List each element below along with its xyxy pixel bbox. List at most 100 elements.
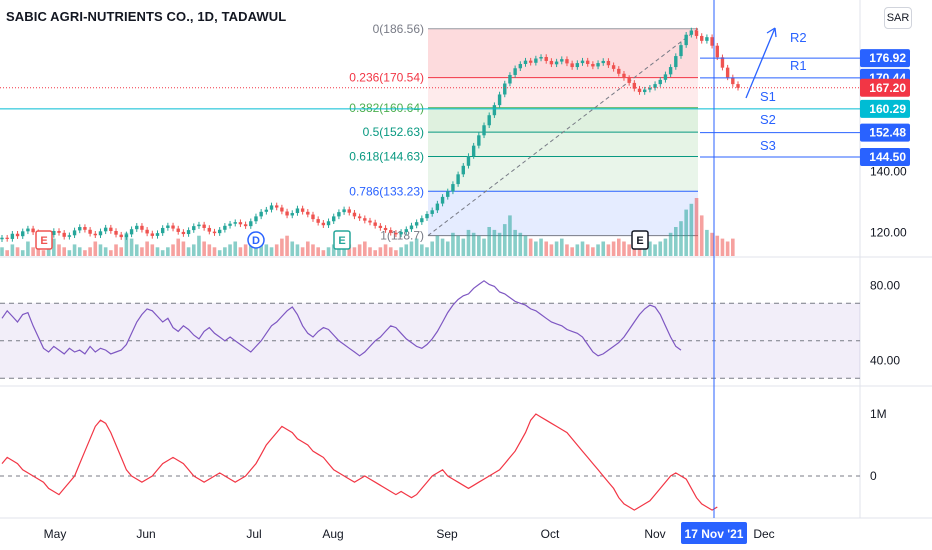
- volume-bar: [15, 247, 20, 256]
- volume-bar: [502, 224, 507, 256]
- price-badge-label: 176.92: [869, 51, 906, 65]
- volume-bar: [248, 238, 253, 256]
- candle-body: [591, 64, 595, 67]
- pivot-level-label: S2: [760, 112, 776, 127]
- volume-bar: [171, 244, 175, 256]
- volume-bar: [554, 241, 559, 256]
- candle-body: [264, 209, 269, 212]
- time-axis-tick: May: [44, 527, 67, 541]
- volume-bar: [471, 232, 476, 256]
- volume-bar: [233, 241, 238, 256]
- candle-body: [404, 229, 408, 232]
- volume-bar: [57, 244, 61, 256]
- volume-bar: [445, 241, 450, 256]
- candle-body: [311, 214, 315, 220]
- volume-bar: [114, 244, 118, 256]
- volume-bar: [544, 241, 549, 256]
- volume-bar: [715, 235, 720, 256]
- volume-bar: [658, 241, 663, 256]
- candle-body: [720, 57, 725, 68]
- price-axis-tick: 120.00: [870, 226, 907, 240]
- candle-body: [326, 221, 331, 226]
- candle-body: [10, 233, 15, 239]
- candle-body: [544, 56, 548, 61]
- volume-bar: [269, 247, 274, 256]
- candle-body: [295, 208, 300, 214]
- volume-bar: [306, 241, 310, 256]
- candle-body: [471, 145, 476, 157]
- candle-body: [539, 56, 543, 59]
- candle-body: [731, 77, 735, 85]
- volume-bar: [653, 244, 657, 256]
- volume-bar: [420, 244, 424, 256]
- candle-body: [119, 234, 123, 238]
- candle-body: [456, 174, 460, 185]
- candle-body: [700, 35, 704, 41]
- volume-bar: [103, 247, 108, 256]
- candle-body: [715, 45, 719, 58]
- candle-body: [430, 210, 434, 214]
- candle-body: [560, 59, 564, 62]
- candle-body: [300, 208, 305, 212]
- candle-body: [399, 231, 403, 235]
- volume-bar: [570, 247, 574, 256]
- volume-bar: [710, 232, 714, 256]
- candle-body: [357, 216, 362, 219]
- rsi-axis-tick: 40.00: [870, 354, 900, 368]
- candle-body: [176, 228, 180, 232]
- candle-body: [337, 212, 341, 217]
- candle-body: [217, 229, 222, 234]
- candle-body: [632, 82, 637, 89]
- candle-body: [570, 63, 574, 68]
- volume-bar: [129, 238, 134, 256]
- candle-body: [497, 94, 502, 106]
- time-axis-tick: Jul: [246, 527, 261, 541]
- volume-bar: [616, 238, 621, 256]
- volume-bar: [580, 241, 585, 256]
- candle-body: [368, 220, 372, 223]
- volume-bar: [679, 221, 683, 256]
- currency-button[interactable]: SAR: [884, 7, 912, 29]
- fib-zone: [428, 156, 698, 192]
- rsi-line: [1, 280, 682, 357]
- volume-bar: [347, 244, 352, 256]
- candle-body: [181, 231, 186, 235]
- volume-bar: [523, 235, 528, 256]
- volume-bar: [559, 238, 564, 256]
- volume-bar: [487, 227, 492, 256]
- candle-body: [414, 222, 419, 226]
- candle-body: [52, 231, 56, 235]
- crosshair-date-badge: [681, 522, 747, 544]
- volume-bar: [26, 241, 30, 256]
- candle-body: [57, 231, 61, 233]
- volume-bar: [46, 247, 51, 256]
- candle-body: [212, 231, 217, 234]
- volume-bar: [98, 244, 103, 256]
- volume-bar: [67, 250, 72, 256]
- candle-body: [332, 216, 336, 222]
- fib-trend-line: [427, 28, 699, 236]
- volume-bar: [528, 238, 533, 256]
- candle-body: [736, 84, 740, 88]
- volume-bar: [93, 241, 98, 256]
- candle-body: [124, 234, 129, 238]
- price-badge-label: 160.29: [869, 102, 906, 116]
- candle-body: [601, 60, 605, 64]
- earnings-marker-label: E: [338, 235, 345, 247]
- volume-bar: [119, 247, 124, 256]
- candle-body: [321, 222, 326, 226]
- volume-bar: [606, 244, 611, 256]
- volume-bar: [217, 250, 222, 256]
- time-axis-tick: Aug: [322, 527, 343, 541]
- rsi-axis-tick: 80.00: [870, 279, 900, 293]
- volume-bar: [720, 238, 725, 256]
- candle-body: [378, 225, 383, 228]
- fib-zone: [428, 191, 698, 236]
- candle-body: [409, 225, 414, 230]
- crosshair-date-label: 17 Nov '21: [685, 527, 744, 541]
- candle-body: [166, 225, 170, 228]
- fib-level-label: 0.5(152.63): [363, 125, 424, 139]
- time-axis-tick: Nov: [644, 527, 665, 541]
- earnings-marker-label: E: [636, 235, 643, 247]
